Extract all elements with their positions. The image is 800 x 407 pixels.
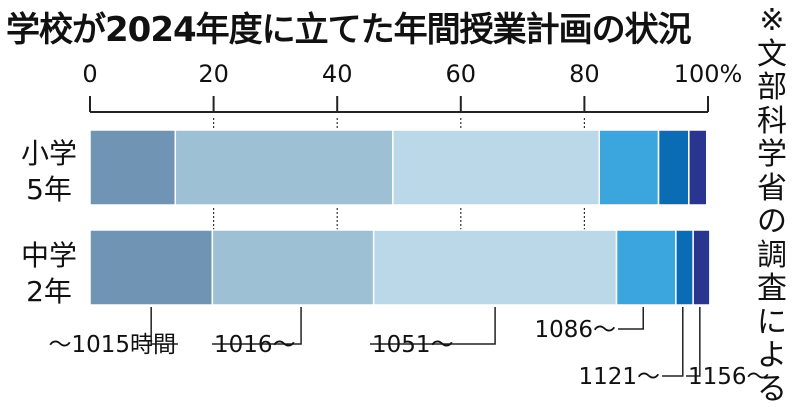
leader-line [686, 307, 701, 377]
leader-line [370, 307, 496, 345]
row-label-line2: 5年 [26, 173, 72, 206]
x-tick-label: 0 [82, 60, 97, 88]
category-label: 1121～ [578, 364, 660, 390]
bar-segment-row0-seg0 [89, 129, 177, 206]
bar-segment-row0-seg3 [598, 129, 660, 206]
category-label: 1156～ [688, 364, 770, 390]
bar-segment-row0-seg2 [392, 129, 600, 206]
x-tick-label: 40 [322, 60, 353, 88]
bar-segment-row0-seg4 [657, 129, 690, 206]
category-label: 1016～ [214, 332, 296, 358]
x-tick-label: 100% [674, 60, 743, 88]
x-tick-label: 20 [198, 60, 229, 88]
chart-title: 学校が2024年度に立てた年間授業計画の状況 [6, 10, 692, 50]
category-label: ～1015時間 [48, 332, 176, 358]
category-label: 1086～ [534, 317, 616, 343]
category-label: 1051～ [372, 332, 454, 358]
row-label-elementary: 小学 5年 [14, 136, 84, 208]
bar-segment-row0-seg5 [688, 129, 708, 206]
row-label-line1: 中学 [20, 239, 77, 272]
row-label-line1: 小学 [20, 137, 77, 170]
x-tick-label: 80 [569, 60, 600, 88]
leader-line [150, 307, 178, 345]
row-label-junior-high: 中学 2年 [14, 238, 84, 310]
row-label-line2: 2年 [26, 275, 72, 308]
bar-segment-row1-seg0 [89, 229, 214, 306]
x-tick-label: 60 [446, 60, 477, 88]
bar-segment-row1-seg1 [211, 229, 375, 306]
bar-segment-row1-seg3 [615, 229, 677, 306]
bar-segment-row1-seg2 [372, 229, 618, 306]
bar-segment-row0-seg1 [174, 129, 394, 206]
leader-line [212, 307, 302, 345]
bar-segment-row1-seg5 [692, 229, 711, 306]
leader-line [618, 307, 644, 330]
source-note: ※文部科学省の調査による [757, 3, 787, 407]
leader-line [662, 307, 684, 377]
bar-segment-row1-seg4 [675, 229, 694, 306]
